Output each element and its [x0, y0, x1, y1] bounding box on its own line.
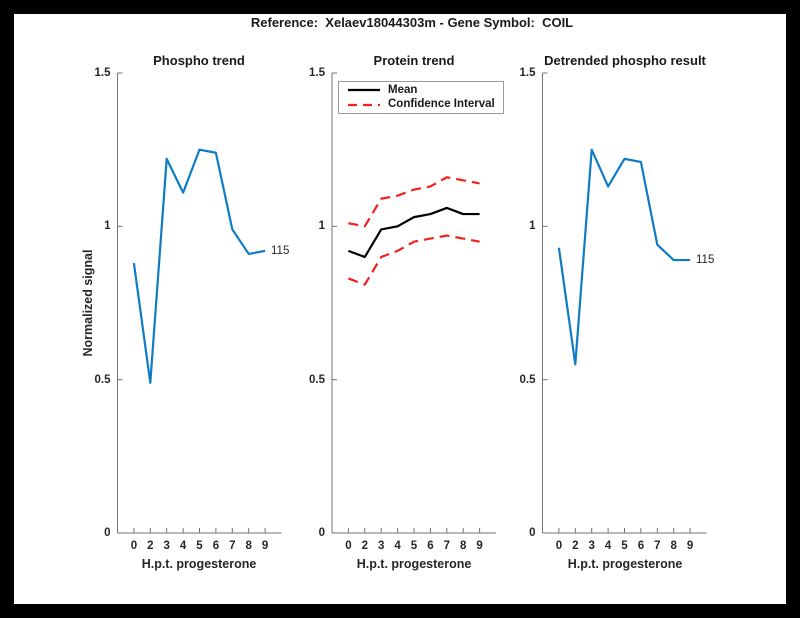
- x-tick-label: 3: [377, 540, 385, 552]
- y-tick-label: 0.5: [309, 373, 325, 386]
- x-tick-label: 4: [604, 540, 612, 552]
- x-axis-label-3: H.p.t. progesterone: [567, 557, 683, 571]
- x-tick-label: 6: [427, 540, 434, 552]
- x-tick-label: 7: [229, 540, 236, 552]
- x-tick-label: 5: [410, 540, 418, 552]
- x-tick-label: 9: [686, 540, 694, 552]
- x-tick-label: 7: [443, 540, 450, 552]
- x-tick-label: 4: [179, 540, 187, 552]
- legend-item-mean-label: Mean: [388, 83, 418, 96]
- x-tick-label: 2: [572, 540, 579, 552]
- x-axis-label-1: H.p.t. progesterone: [141, 557, 257, 571]
- x-tick-label: 8: [670, 540, 677, 552]
- y-tick-label: 0: [104, 527, 111, 539]
- y-axis-label: Normalized signal: [81, 249, 95, 357]
- y-tick-label: 1.5: [309, 67, 325, 79]
- series-end-label-phospho: 115: [271, 245, 290, 257]
- figure-title: Reference: Xelaev18044303m - Gene Symbol…: [250, 15, 574, 30]
- x-tick-label: 8: [459, 540, 467, 552]
- legend-item-confidence-interval: Confidence Interval: [347, 98, 503, 111]
- y-tick-label: 1: [318, 220, 325, 233]
- x-tick-label: 5: [196, 540, 203, 552]
- y-tick-label: 1.5: [94, 67, 111, 79]
- x-tick-label: 0: [130, 540, 138, 552]
- x-tick-label: 0: [555, 540, 563, 552]
- legend-mean-line-icon: [348, 89, 380, 92]
- x-tick-label: 2: [147, 540, 154, 552]
- subplot-title-phospho-trend: Phospho trend: [153, 53, 245, 68]
- y-tick-label: 0: [318, 527, 325, 539]
- legend-ci-dashed-line-icon: [348, 103, 380, 106]
- y-tick-label: 1: [104, 220, 111, 233]
- x-tick-label: 3: [163, 540, 170, 552]
- legend-item-mean: Mean: [347, 84, 503, 97]
- x-tick-label: 4: [394, 540, 401, 552]
- x-tick-label: 8: [245, 540, 252, 552]
- legend-item-ci-label: Confidence Interval: [388, 98, 495, 111]
- x-tick-label: 0: [345, 540, 352, 552]
- series-end-label-detrended: 115: [696, 254, 715, 266]
- x-tick-label: 3: [588, 540, 595, 552]
- x-tick-label: 2: [361, 540, 368, 552]
- x-axis-label-2: H.p.t. progesterone: [356, 557, 472, 571]
- subplot-title-protein-trend: Protein trend: [373, 53, 455, 68]
- x-tick-label: 6: [637, 540, 645, 552]
- y-tick-label: 1: [529, 220, 536, 233]
- subplot-title-detrended-result: Detrended phospho result: [544, 53, 706, 68]
- x-tick-label: 6: [212, 540, 220, 552]
- x-tick-label: 5: [621, 540, 628, 552]
- y-tick-label: 0: [529, 527, 536, 539]
- y-tick-label: 0.5: [519, 373, 536, 386]
- legend: Mean Confidence Interval: [338, 81, 504, 114]
- y-tick-label: 1.5: [519, 67, 536, 79]
- y-tick-label: 0.5: [94, 373, 111, 386]
- x-tick-label: 9: [261, 540, 269, 552]
- x-tick-label: 7: [654, 540, 661, 552]
- x-tick-label: 9: [476, 540, 483, 552]
